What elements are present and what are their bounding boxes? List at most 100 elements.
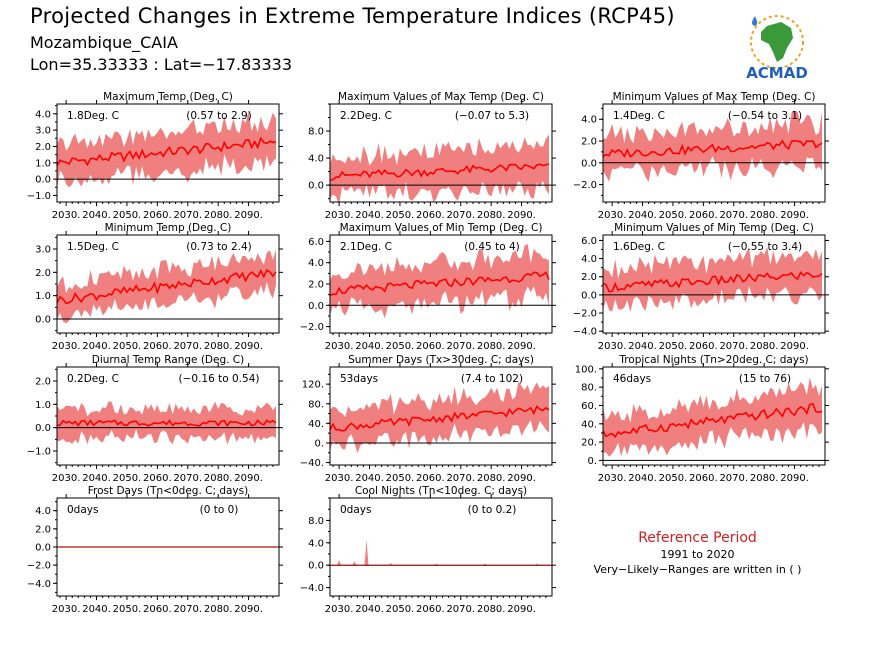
x-tick-label: 2030.	[52, 210, 81, 221]
y-tick-label: −4.0	[300, 583, 324, 594]
median-value-label: 1.8Deg. C	[67, 110, 119, 122]
median-value-label: 1.6Deg. C	[613, 241, 665, 253]
chart-panel: Minimum Values of Min Temp (Deg. C) 1.6De…	[573, 222, 829, 352]
median-value-label: 46days	[613, 373, 651, 385]
likely-range-label: (−0.07 to 5.3)	[455, 110, 529, 122]
x-tick-label: 2040.	[82, 473, 111, 484]
x-tick-label: 2060.	[689, 210, 718, 221]
median-value-label: 0.2Deg. C	[67, 373, 119, 385]
x-tick-label: 2030.	[325, 604, 354, 615]
panel-title: Diurnal Temp Range (Deg. C)	[92, 354, 244, 366]
x-tick-label: 2080.	[750, 473, 779, 484]
x-tick-label: 2090.	[507, 210, 536, 221]
x-tick-label: 2030.	[325, 473, 354, 484]
median-value-label: 2.2Deg. C	[340, 110, 392, 122]
y-tick-label: 0.0	[35, 315, 51, 326]
x-tick-label: 2090.	[234, 210, 263, 221]
x-tick-label: 2090.	[507, 473, 536, 484]
x-tick-label: 2080.	[204, 604, 233, 615]
x-tick-label: 2090.	[234, 604, 263, 615]
likely-range-label: (0 to 0)	[200, 504, 239, 516]
x-tick-label: 2040.	[355, 473, 384, 484]
y-tick-label: 0.0	[581, 158, 597, 169]
y-tick-label: 4.0	[581, 254, 597, 265]
x-tick-label: 2050.	[386, 604, 415, 615]
median-value-label: 0days	[340, 504, 371, 516]
plot-frame	[56, 103, 280, 203]
chart-panel: Frost Days (Tn<0deg. C; days) 0days (0 to …	[27, 485, 283, 615]
y-tick-label: 4.0	[35, 109, 51, 120]
x-tick-label: 2060.	[689, 473, 718, 484]
x-tick-label: 2030.	[325, 210, 354, 221]
x-tick-label: 2050.	[113, 604, 142, 615]
range-spike	[337, 560, 342, 566]
likely-range-label: (−0.54 to 3.1)	[728, 110, 802, 122]
x-tick-label: 2090.	[507, 604, 536, 615]
y-tick-label: −1.0	[27, 447, 51, 458]
median-line	[56, 269, 277, 305]
panel-title: Frost Days (Tn<0deg. C; days)	[88, 485, 248, 497]
likely-range-band	[57, 110, 276, 189]
panel-title: Minimum Values of Min Temp (Deg. C)	[614, 222, 814, 234]
x-tick-label: 2030.	[598, 341, 627, 352]
y-tick-label: −2.0	[300, 322, 324, 333]
y-tick-label: 2.0	[35, 524, 51, 535]
reference-note: Very−Likely−Ranges are written in ( )	[593, 563, 802, 576]
y-tick-label: 0.0	[308, 561, 324, 572]
plot-frame	[329, 103, 553, 203]
y-tick-label: 60.	[581, 401, 597, 412]
y-tick-label: 0.0	[35, 423, 51, 434]
x-tick-label: 2090.	[234, 473, 263, 484]
x-tick-label: 2090.	[234, 341, 263, 352]
x-tick-label: 2080.	[477, 473, 506, 484]
coordinates-label: Lon=35.33333 : Lat=−17.83333	[30, 55, 293, 74]
panel-title: Cool Nights (Tn<10deg. C; days)	[355, 485, 527, 497]
x-tick-label: 2050.	[386, 473, 415, 484]
median-value-label: 2.1Deg. C	[340, 241, 392, 253]
y-tick-label: 6.0	[308, 237, 324, 248]
y-tick-label: 80.	[581, 383, 597, 394]
x-tick-label: 2060.	[143, 210, 172, 221]
y-tick-label: −4.0	[573, 327, 597, 338]
likely-range-band	[57, 401, 276, 445]
y-tick-label: 8.0	[308, 516, 324, 527]
y-tick-label: 3.0	[35, 126, 51, 137]
x-tick-label: 2050.	[386, 210, 415, 221]
likely-range-band	[603, 377, 822, 457]
y-tick-label: 40.	[581, 419, 597, 430]
chart-panel: Maximum Values of Max Temp (Deg. C) 2.2De…	[308, 91, 556, 221]
x-tick-label: 2080.	[477, 604, 506, 615]
panel-title: Maximum Values of Min Temp (Deg. C)	[340, 222, 543, 234]
x-tick-label: 2030.	[52, 604, 81, 615]
y-tick-label: 1.0	[35, 158, 51, 169]
x-tick-label: 2040.	[82, 341, 111, 352]
likely-range-band	[57, 249, 276, 324]
x-tick-label: 2050.	[113, 473, 142, 484]
y-tick-label: −40.	[300, 458, 324, 469]
x-tick-label: 2070.	[173, 473, 202, 484]
y-tick-label: −2.0	[573, 180, 597, 191]
median-line	[329, 163, 550, 181]
likely-range-band	[603, 246, 822, 312]
x-tick-label: 2080.	[477, 210, 506, 221]
x-tick-label: 2090.	[780, 341, 809, 352]
y-tick-label: 2.0	[581, 137, 597, 148]
y-tick-label: 8.0	[308, 127, 324, 138]
median-line	[602, 271, 823, 293]
x-tick-label: 2050.	[386, 341, 415, 352]
x-tick-label: 2030.	[52, 473, 81, 484]
x-tick-label: 2070.	[173, 604, 202, 615]
x-tick-label: 2070.	[719, 341, 748, 352]
x-tick-label: 2040.	[628, 473, 657, 484]
likely-range-label: (−0.16 to 0.54)	[179, 373, 260, 385]
x-tick-label: 2030.	[598, 473, 627, 484]
panel-title: Maximum Temp (Deg. C)	[103, 91, 233, 103]
y-tick-label: 0.	[314, 438, 324, 449]
median-line	[602, 403, 823, 439]
x-tick-label: 2030.	[598, 210, 627, 221]
likely-range-label: (15 to 76)	[739, 373, 791, 385]
y-tick-label: 0.0	[35, 543, 51, 554]
x-tick-label: 2050.	[113, 341, 142, 352]
chart-panel: Summer Days (Tx>30deg. C; days) 53days (7.…	[300, 354, 556, 484]
